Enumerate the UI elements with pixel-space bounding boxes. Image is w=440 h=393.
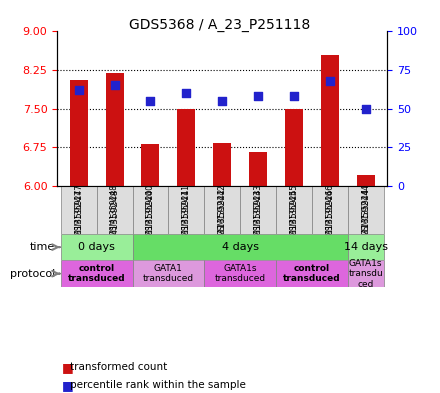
FancyBboxPatch shape [132, 234, 348, 261]
Text: GSM1359248: GSM1359248 [110, 184, 119, 235]
Bar [177, 108, 195, 185]
Text: ■: ■ [62, 361, 73, 374]
Text: GSM1359241: GSM1359241 [182, 184, 191, 235]
Point [290, 93, 297, 99]
Text: 0 days: 0 days [78, 242, 115, 252]
Text: GSM1359244: GSM1359244 [361, 184, 370, 235]
FancyBboxPatch shape [276, 185, 312, 234]
Text: 4 days: 4 days [222, 242, 259, 252]
Text: GSM1359240: GSM1359240 [146, 188, 155, 249]
Text: protocol: protocol [10, 269, 55, 279]
FancyBboxPatch shape [61, 185, 97, 234]
Text: GSM1359242: GSM1359242 [218, 184, 227, 235]
Bar [213, 143, 231, 185]
Text: GSM1359240: GSM1359240 [146, 184, 155, 235]
Bar [249, 152, 267, 185]
Point [75, 87, 82, 93]
Text: GSM1359243: GSM1359243 [253, 184, 263, 235]
Text: GSM1359246: GSM1359246 [325, 184, 334, 235]
Point [183, 90, 190, 96]
FancyBboxPatch shape [276, 261, 348, 287]
Text: GSM1359243: GSM1359243 [253, 188, 263, 249]
FancyBboxPatch shape [61, 234, 132, 261]
Text: GSM1359241: GSM1359241 [182, 188, 191, 249]
FancyBboxPatch shape [169, 185, 204, 234]
Text: GSM1359245: GSM1359245 [290, 184, 298, 235]
FancyBboxPatch shape [204, 185, 240, 234]
Text: GATA1
transduced: GATA1 transduced [143, 264, 194, 283]
Text: transformed count: transformed count [70, 362, 168, 373]
Point [255, 93, 262, 99]
FancyBboxPatch shape [240, 185, 276, 234]
Text: GDS5368 / A_23_P251118: GDS5368 / A_23_P251118 [129, 18, 311, 32]
FancyBboxPatch shape [348, 261, 384, 287]
Point [326, 78, 334, 84]
FancyBboxPatch shape [97, 185, 132, 234]
Point [147, 98, 154, 104]
FancyBboxPatch shape [348, 185, 384, 234]
Text: control
transduced: control transduced [283, 264, 341, 283]
Text: control
transduced: control transduced [68, 264, 125, 283]
Text: GATA1s
transduced: GATA1s transduced [215, 264, 266, 283]
Text: GATA1s
transdu
ced: GATA1s transdu ced [348, 259, 383, 288]
Point [219, 98, 226, 104]
FancyBboxPatch shape [312, 185, 348, 234]
FancyBboxPatch shape [132, 261, 204, 287]
Text: GSM1359244: GSM1359244 [361, 188, 370, 248]
Bar [70, 80, 88, 185]
FancyBboxPatch shape [132, 185, 169, 234]
Text: GSM1359245: GSM1359245 [290, 188, 298, 249]
Point [111, 82, 118, 88]
Text: GSM1359247: GSM1359247 [74, 184, 83, 235]
Text: 14 days: 14 days [344, 242, 388, 252]
Text: GSM1359242: GSM1359242 [218, 188, 227, 248]
Text: GSM1359246: GSM1359246 [325, 188, 334, 249]
FancyBboxPatch shape [204, 261, 276, 287]
Text: GSM1359247: GSM1359247 [74, 188, 83, 249]
Text: percentile rank within the sample: percentile rank within the sample [70, 380, 246, 390]
Bar [357, 175, 374, 185]
Point [362, 105, 369, 112]
Bar [106, 73, 124, 185]
FancyBboxPatch shape [61, 261, 132, 287]
Bar [321, 55, 339, 185]
Text: GSM1359248: GSM1359248 [110, 188, 119, 249]
Text: ■: ■ [62, 378, 73, 392]
Bar [285, 108, 303, 185]
Bar [142, 143, 159, 185]
FancyBboxPatch shape [348, 234, 384, 261]
Text: time: time [30, 242, 55, 252]
